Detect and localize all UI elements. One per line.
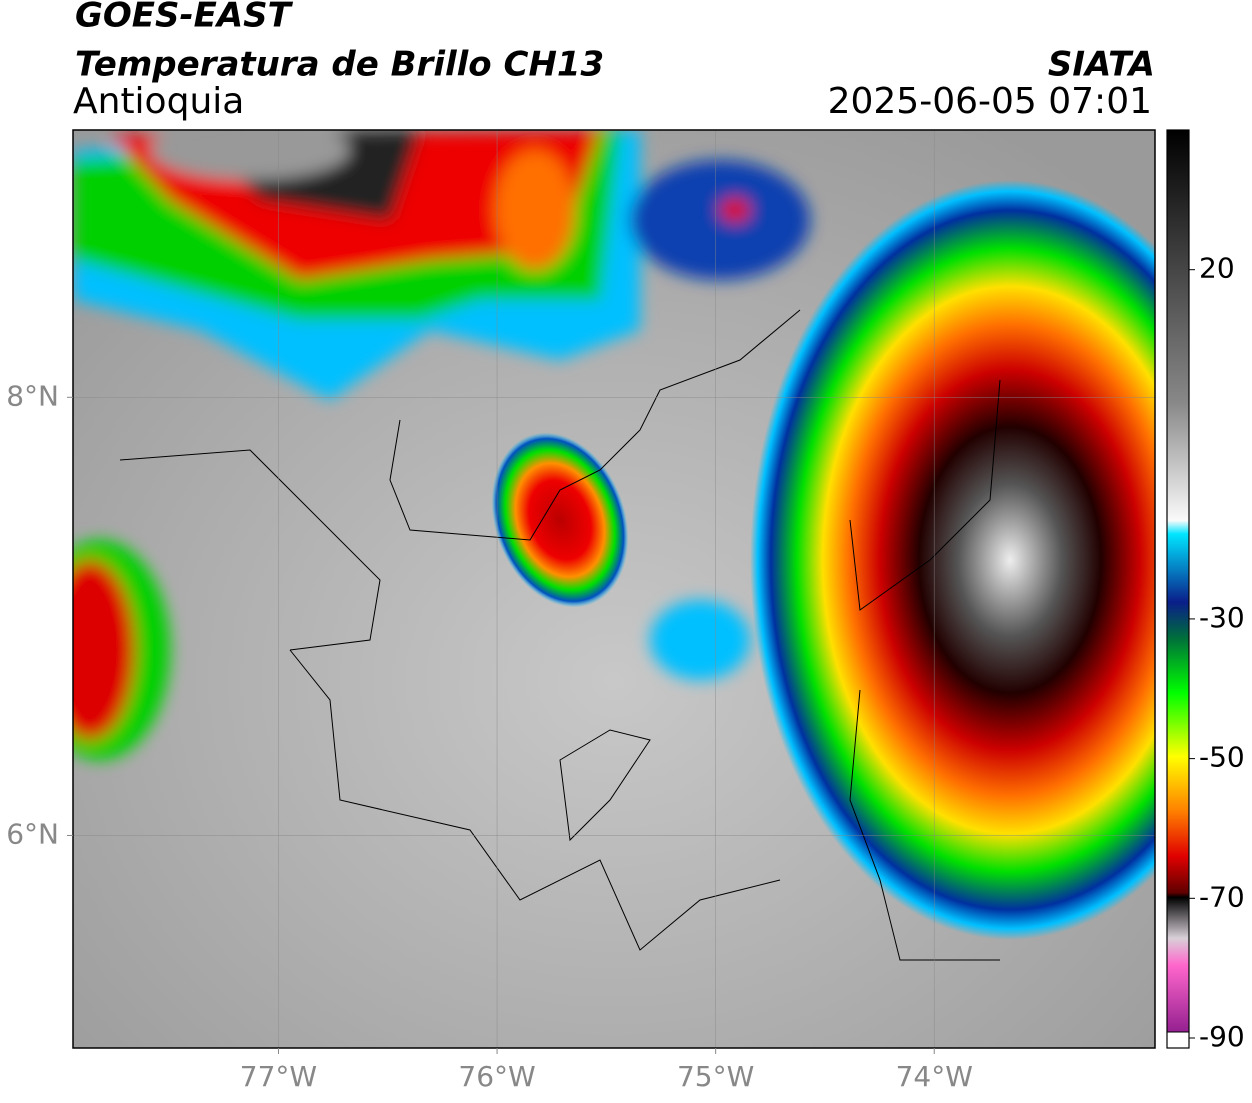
x-tick-label: 74°W <box>896 1060 973 1093</box>
title: GOES-EAST <box>75 0 294 36</box>
y-tick-label: 6°N <box>6 817 59 850</box>
x-tick-label: 76°W <box>458 1060 535 1093</box>
x-tick-label: 75°W <box>677 1060 754 1093</box>
colorbar-tick-label: -70 <box>1199 880 1245 913</box>
colorbar-tick-label: 20 <box>1199 252 1235 285</box>
map-frame <box>72 129 1156 1049</box>
colorbar-tick-label: -90 <box>1199 1020 1245 1053</box>
datetime: 2025-06-05 07:01 <box>828 81 1152 122</box>
colorbar-frame <box>1166 129 1190 1049</box>
map-image <box>73 130 1155 1048</box>
subtitle: Temperatura de Brillo CH13 <box>75 45 604 85</box>
colorbar <box>1167 130 1189 1038</box>
colorbar-under <box>1166 1031 1190 1049</box>
y-tick-label: 8°N <box>6 379 59 412</box>
colorbar-tick-label: -50 <box>1199 741 1245 774</box>
source: SIATA <box>1048 45 1155 85</box>
region: Antioquia <box>73 81 244 122</box>
x-tick-label: 77°W <box>240 1060 317 1093</box>
colorbar-tick-label: -30 <box>1199 601 1245 634</box>
